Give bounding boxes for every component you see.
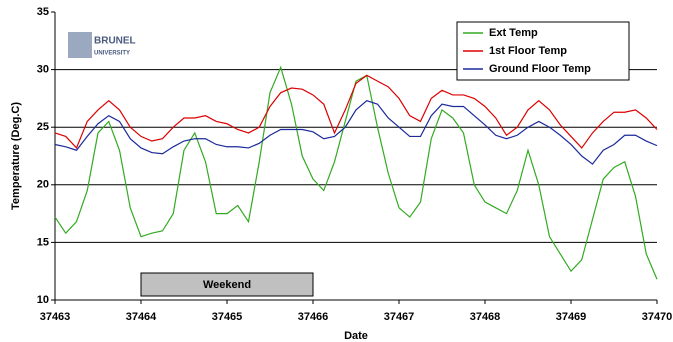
logo: BRUNEL UNIVERSITY <box>68 32 136 58</box>
legend-label: 1st Floor Temp <box>489 45 567 57</box>
logo-text: UNIVERSITY <box>94 51 130 57</box>
y-tick-label: 10 <box>37 294 49 306</box>
legend-label: Ext Temp <box>489 27 538 39</box>
line-series <box>54 65 658 280</box>
x-tick-label: 37469 <box>556 311 587 323</box>
x-tick-label: 37467 <box>384 311 415 323</box>
logo-text: BRUNEL <box>94 36 136 47</box>
x-tick-label: 37463 <box>40 311 71 323</box>
x-tick-label: 37466 <box>298 311 329 323</box>
logo-crest <box>68 32 92 58</box>
y-tick-label: 30 <box>37 64 49 76</box>
x-tick-label: 37465 <box>212 311 243 323</box>
y-axis-title: Temperature (Deg.C) <box>10 102 22 210</box>
y-tick-label: 35 <box>37 6 49 18</box>
x-tick-label: 37470 <box>642 311 673 323</box>
annotation-text: Weekend <box>203 279 251 291</box>
annotation-box <box>140 272 314 297</box>
x-axis-title: Date <box>344 330 368 342</box>
y-tick-label: 25 <box>37 121 49 133</box>
line-series <box>54 74 658 150</box>
legend-box <box>456 21 630 81</box>
legend: Ext Temp 1st Floor Temp Ground Floor Temp <box>456 21 630 81</box>
legend-label: Ground Floor Temp <box>489 63 591 75</box>
y-tick-label: 20 <box>37 179 49 191</box>
y-tick-label: 15 <box>37 236 49 248</box>
x-tick-label: 37464 <box>126 311 157 323</box>
x-tick-label: 37468 <box>470 311 501 323</box>
line-series <box>54 100 658 165</box>
